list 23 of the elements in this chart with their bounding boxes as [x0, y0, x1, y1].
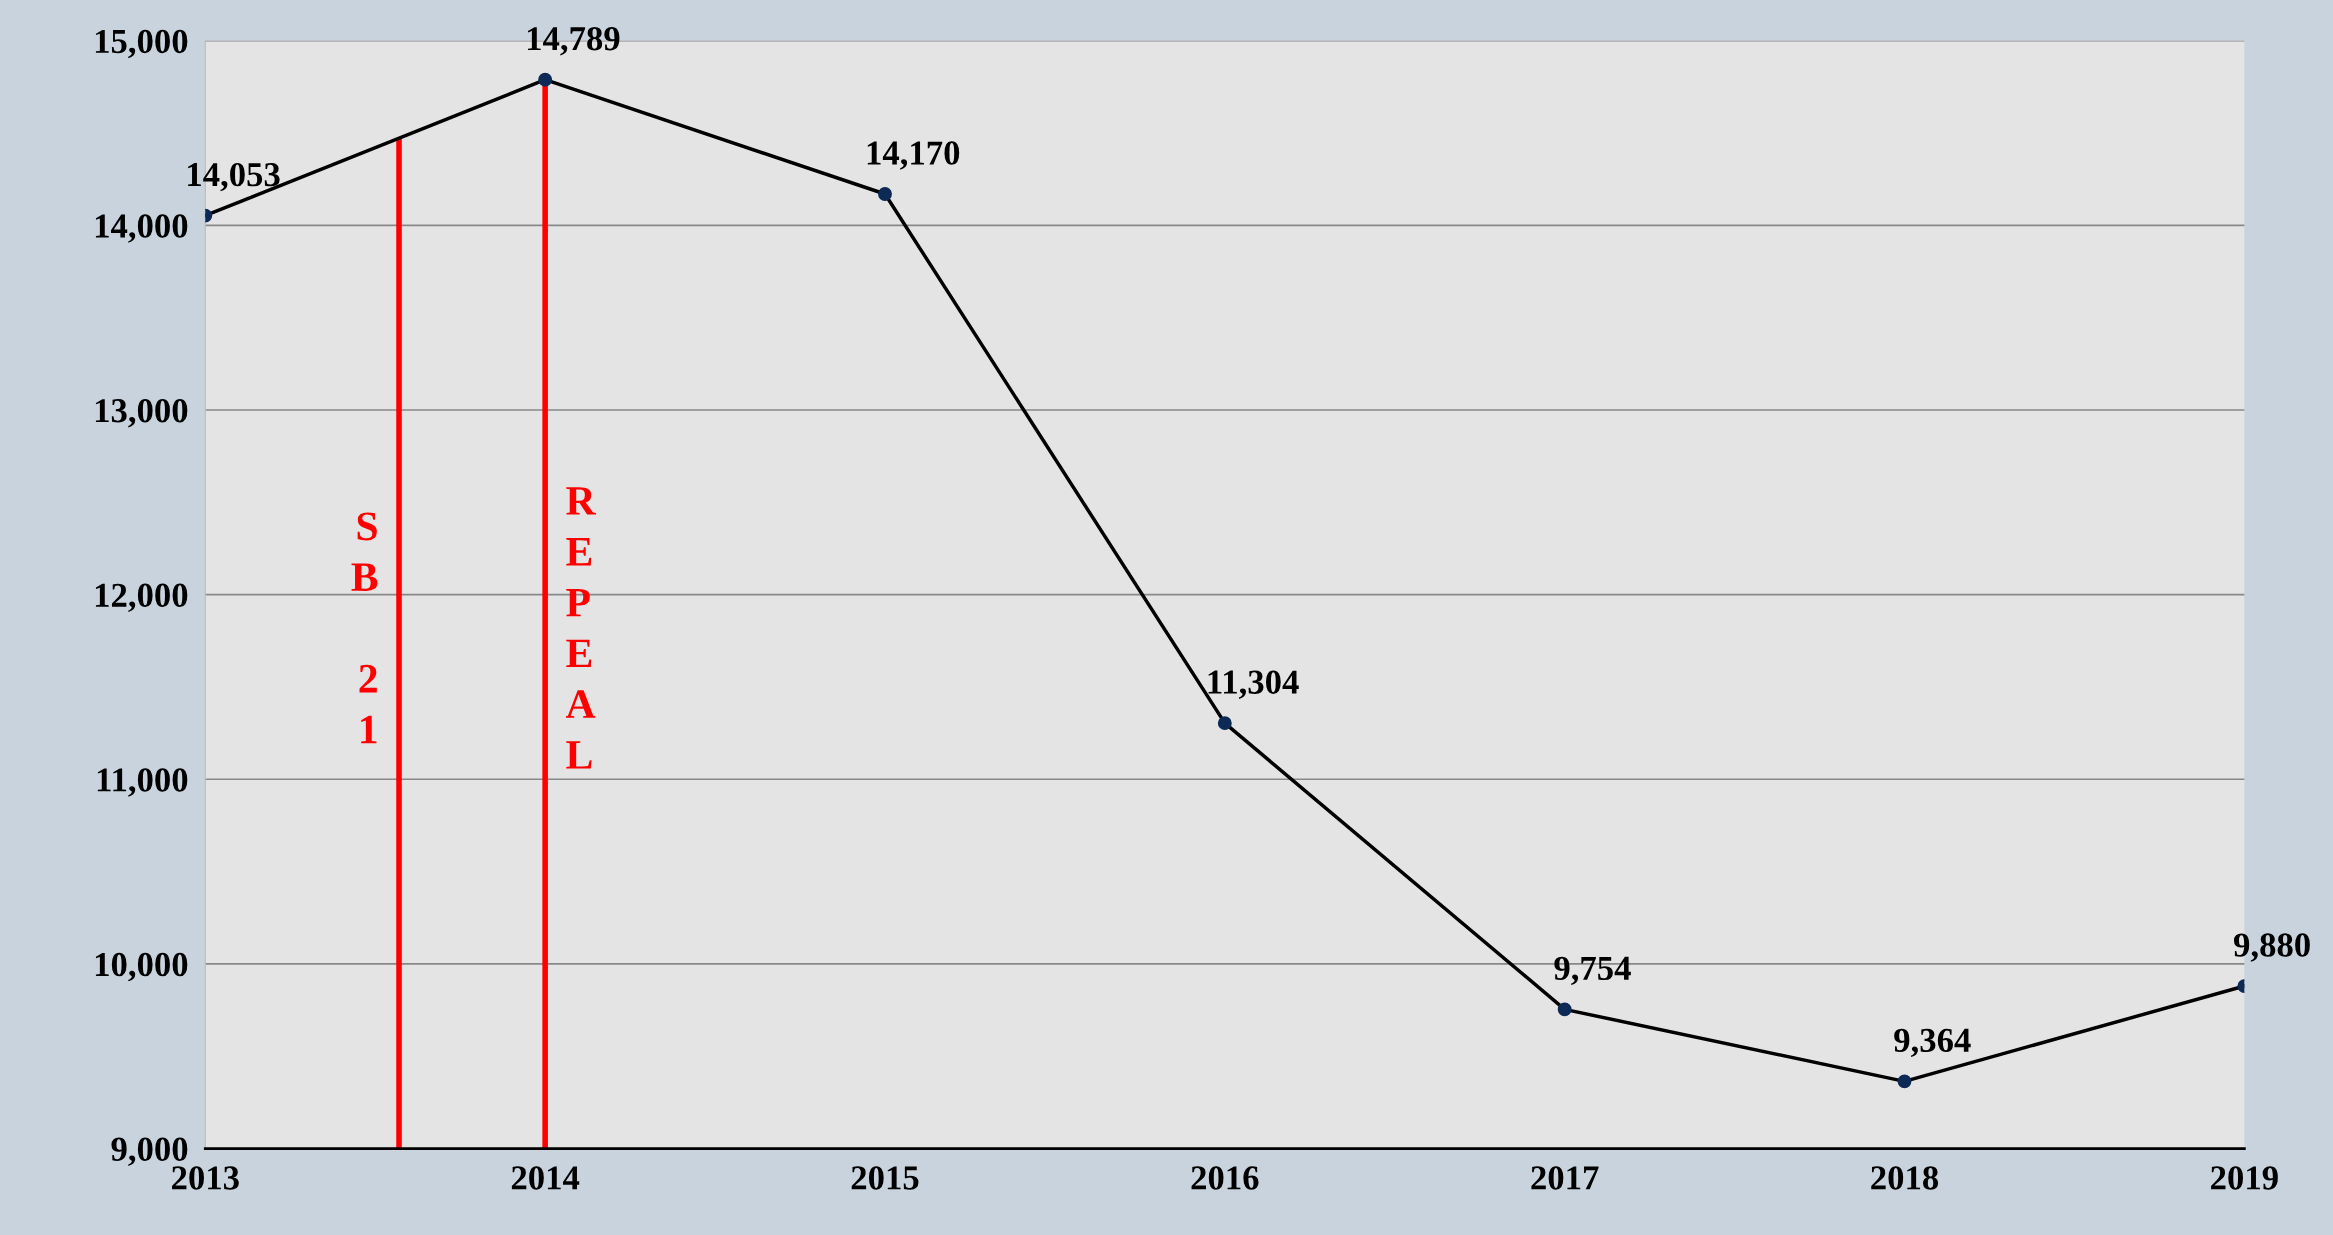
x-tick-label: 2016 [1191, 1166, 1259, 1190]
x-tick-label: 2014 [511, 1166, 580, 1190]
text: SB 21 [351, 512, 378, 744]
y-tick-label: 9,000 [111, 1137, 188, 1166]
y-tick-label: 13,000 [95, 398, 188, 428]
y-tick-label: 10,000 [95, 952, 188, 982]
text: 11,304 [1208, 670, 1299, 699]
y-tick-label: 11,000 [97, 768, 188, 797]
y-tick-label: 15,000 [95, 29, 188, 59]
text: 9,754 [1554, 956, 1631, 986]
x-tick-label: 2019 [2211, 1166, 2278, 1190]
text: 14,170 [867, 141, 960, 170]
y-tick-label: 14,000 [95, 214, 188, 243]
text: 14,053 [188, 162, 280, 192]
y-tick-label: 12,000 [95, 583, 188, 613]
x-tick-label: 2018 [1871, 1166, 1939, 1190]
text: 14,789 [527, 27, 620, 56]
x-tick-label: 2015 [851, 1166, 919, 1190]
x-tick-label: 2013 [172, 1166, 239, 1190]
text: 9,880 [2234, 933, 2310, 962]
ref-line-label: REPEAL [565, 487, 596, 769]
text: 9,364 [1894, 1028, 1971, 1058]
x-tick-label: 2017 [1531, 1166, 1599, 1190]
